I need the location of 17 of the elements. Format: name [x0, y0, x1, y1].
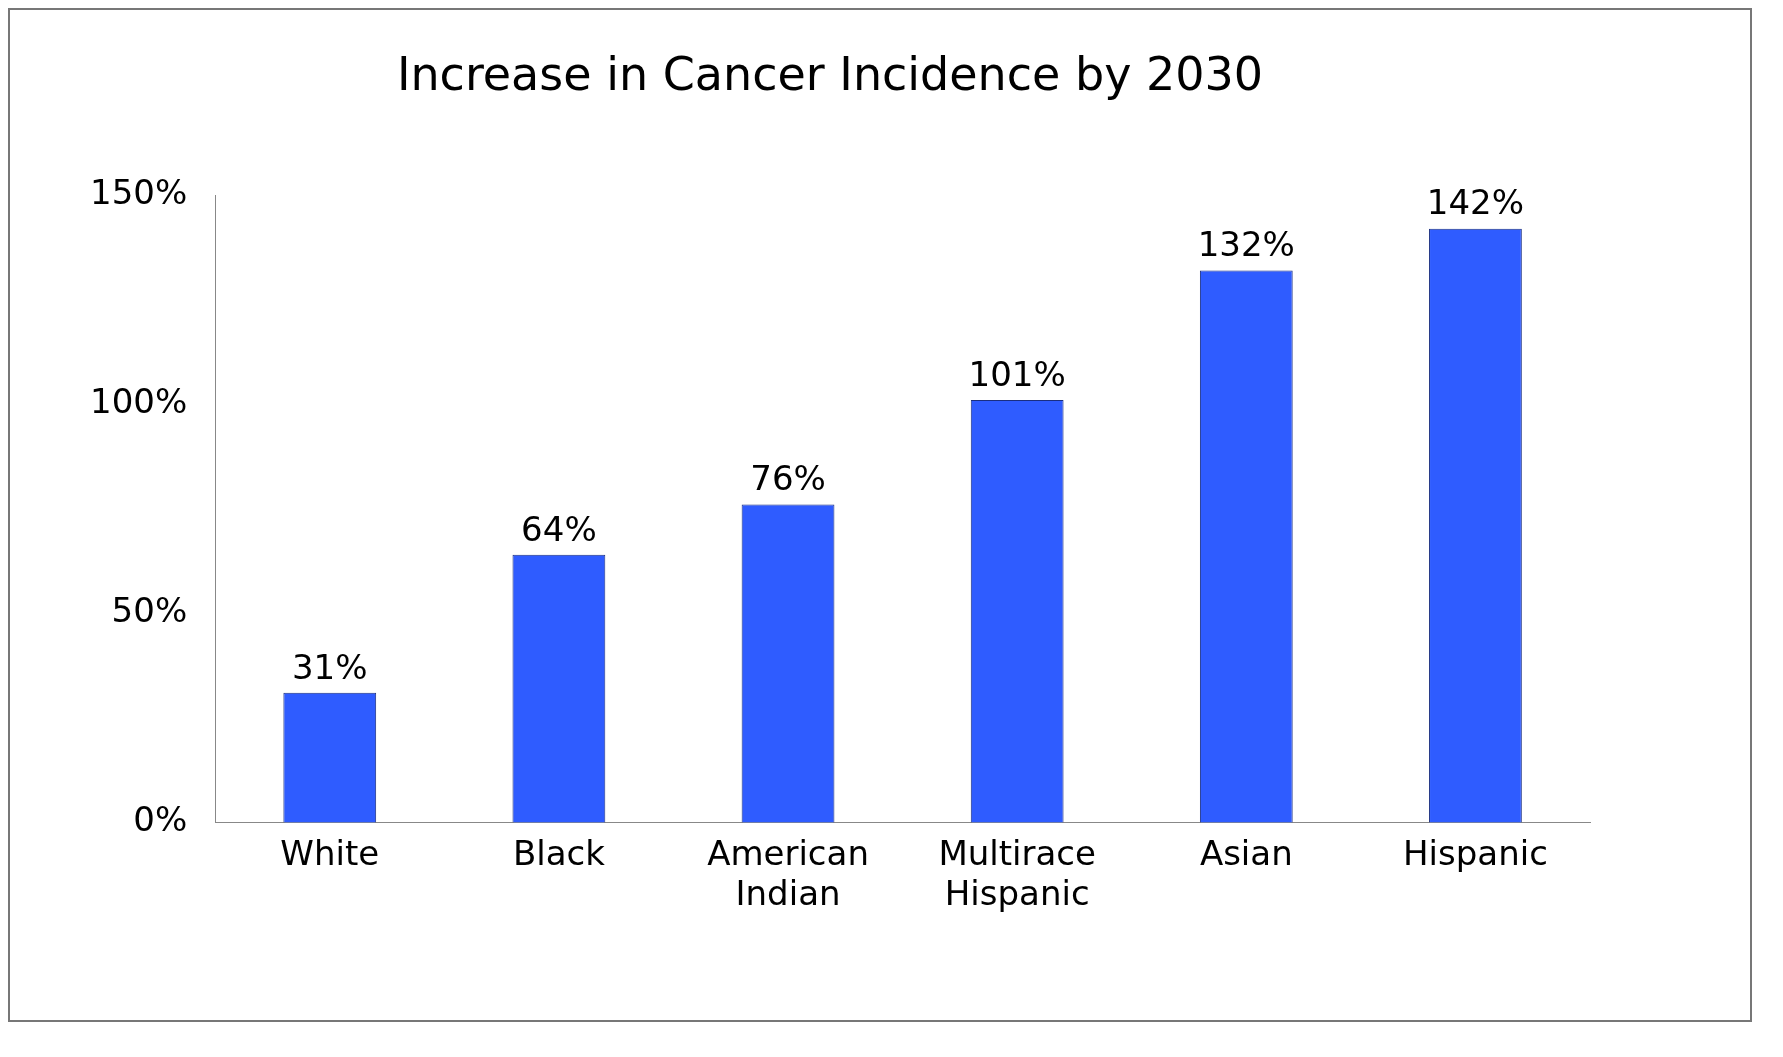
x-tick-label: Multirace Hispanic — [938, 832, 1096, 914]
y-tick-label: 150% — [90, 172, 188, 213]
y-tick-label: 0% — [133, 799, 188, 840]
x-tick-label: Asian — [1199, 832, 1293, 873]
data-label: 132% — [1197, 224, 1295, 265]
data-label: 101% — [968, 353, 1066, 394]
y-tick-label: 50% — [111, 590, 188, 631]
x-tick-label: American Indian — [707, 832, 869, 914]
data-label: 142% — [1426, 182, 1525, 223]
x-tick-label: White — [280, 832, 380, 873]
data-label: 76% — [750, 458, 826, 499]
x-tick-label: Black — [512, 832, 606, 873]
x-tick-label: Hispanic — [1403, 832, 1548, 873]
chart-title: Increase in Cancer Incidence by 2030 — [396, 46, 1264, 101]
data-label: 64% — [521, 508, 597, 549]
data-label: 31% — [291, 646, 368, 687]
y-tick-label: 100% — [90, 381, 188, 422]
